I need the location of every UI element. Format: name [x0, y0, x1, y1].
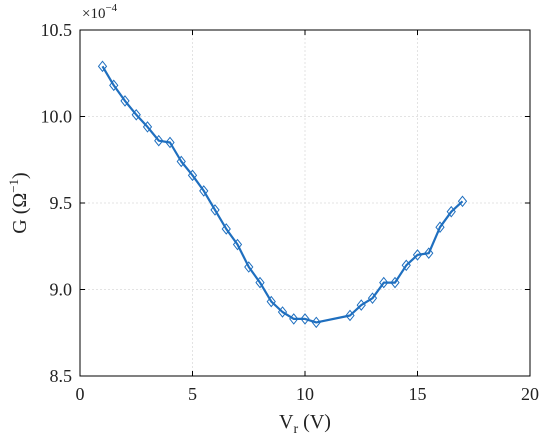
- y-tick-label: 9.5: [50, 193, 73, 213]
- data-point-marker: [356, 299, 366, 311]
- data-point-marker: [165, 136, 175, 149]
- data-point-marker: [435, 221, 445, 234]
- y-multiplier-exp: −4: [105, 2, 117, 14]
- y-tick-label: 8.5: [50, 366, 73, 386]
- y-axis-title-sup: −1: [6, 179, 21, 193]
- data-point-marker: [232, 238, 243, 251]
- x-tick-label: 10: [296, 384, 314, 404]
- data-point-marker: [289, 313, 299, 325]
- data-point-marker: [244, 261, 254, 273]
- data-point-marker: [97, 60, 108, 73]
- data-point-marker: [457, 195, 468, 208]
- data-point-marker: [131, 108, 141, 121]
- data-point-marker: [311, 316, 321, 329]
- y-tick-label: 9.0: [50, 280, 73, 300]
- y-axis-title: G (Ω−1): [6, 172, 31, 233]
- data-point-marker: [390, 276, 400, 289]
- x-tick-label: 15: [409, 384, 427, 404]
- y-axis-title-end: ): [9, 172, 31, 179]
- series-layer: [97, 60, 468, 329]
- data-point-marker: [255, 276, 265, 289]
- x-tick-label: 5: [188, 384, 197, 404]
- y-tick-label: 10.0: [41, 107, 73, 127]
- data-point-marker: [446, 205, 456, 218]
- data-point-marker: [187, 169, 198, 182]
- data-point-marker: [210, 204, 220, 216]
- y-axis-title-main: G (Ω: [9, 193, 31, 234]
- data-point-marker: [109, 79, 119, 92]
- data-point-marker: [154, 134, 164, 147]
- x-axis-title-main: V: [279, 411, 294, 433]
- data-point-marker: [176, 155, 186, 168]
- data-point-marker: [424, 247, 434, 259]
- data-point-marker: [379, 276, 389, 289]
- data-point-marker: [345, 309, 355, 322]
- series-line: [101, 65, 464, 324]
- x-axis-title-unit: (V): [298, 411, 331, 433]
- data-point-marker: [300, 313, 310, 325]
- x-tick-label: 0: [76, 384, 85, 404]
- data-point-marker: [412, 249, 423, 261]
- data-point-marker: [120, 95, 130, 107]
- data-point-marker: [221, 223, 231, 235]
- y-multiplier-base: ×10: [82, 6, 105, 22]
- x-axis-title-sub: r: [294, 422, 299, 437]
- y-tick-label: 10.5: [41, 20, 73, 40]
- data-point-marker: [401, 259, 411, 272]
- data-point-marker: [277, 306, 288, 318]
- y-multiplier: ×10−4: [82, 2, 118, 22]
- data-point-marker: [367, 292, 378, 304]
- tick-layer: 0 5 10 15 20 8.5 9.0 9.5 10.0 10.5: [41, 20, 540, 404]
- data-point-marker: [199, 185, 209, 197]
- data-point-marker: [142, 121, 153, 133]
- data-point-marker: [266, 295, 276, 308]
- x-axis-title: Vr (V): [279, 411, 331, 437]
- x-tick-label: 20: [521, 384, 539, 404]
